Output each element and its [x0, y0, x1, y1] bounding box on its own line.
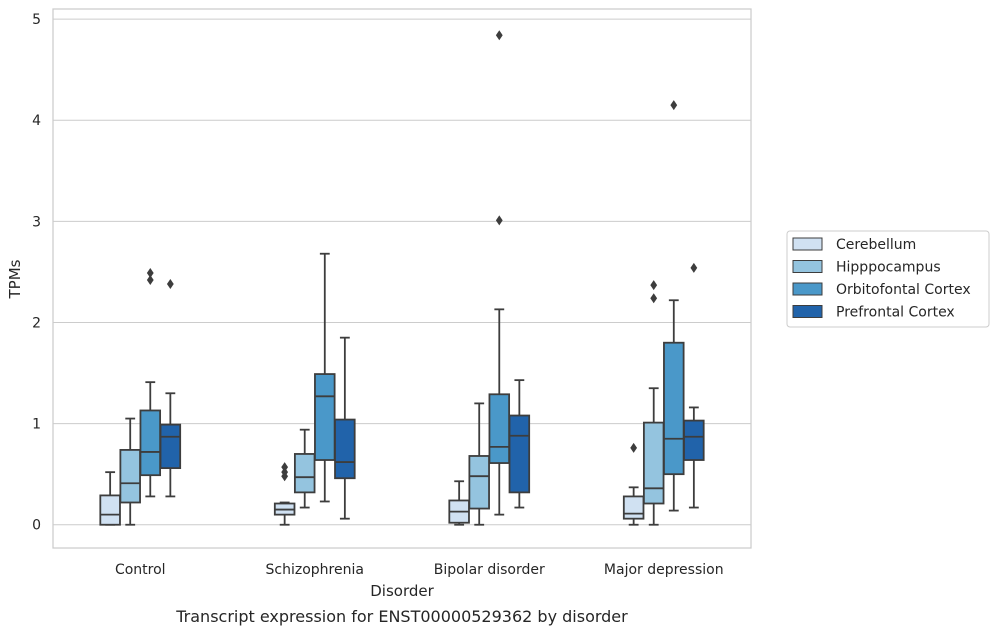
y-tick-label: 1: [32, 417, 41, 433]
x-tick-label: Bipolar disorder: [434, 562, 545, 578]
outlier-point: [630, 442, 638, 453]
boxes-layer: [99, 30, 705, 526]
box-group: [273, 462, 296, 526]
outlier-point: [690, 262, 698, 273]
x-tick-label: Schizophrenia: [266, 562, 364, 578]
outlier-point: [281, 462, 289, 473]
box-group: [448, 480, 470, 526]
box-group: [683, 262, 705, 509]
y-tick-labels: 0 1 2 3 4 5: [32, 12, 41, 534]
chart-caption: Transcript expression for ENST0000052936…: [175, 607, 628, 626]
box-group: [622, 442, 645, 526]
box: [99, 494, 121, 526]
outlier-point: [495, 215, 503, 226]
box: [334, 418, 356, 480]
x-axis-title: Disorder: [370, 582, 434, 600]
box-group: [99, 471, 121, 526]
box: [642, 421, 665, 505]
legend-swatch: [792, 282, 823, 296]
box-group: [314, 252, 336, 503]
outlier-point: [166, 279, 174, 290]
box-group: [159, 279, 182, 498]
box-group: [508, 379, 531, 509]
box-group: [642, 280, 665, 526]
box-group: [293, 428, 316, 509]
box: [622, 495, 645, 520]
legend-frame: [786, 230, 990, 328]
outlier-point: [281, 467, 289, 478]
y-tick-label: 0: [32, 518, 41, 534]
box: [139, 409, 162, 477]
box-group: [334, 336, 356, 520]
y-tick-label: 3: [32, 214, 41, 230]
y-tick-label: 2: [32, 315, 41, 331]
legend-swatch: [792, 260, 823, 273]
outlier-point: [650, 280, 658, 291]
legend-label: Orbitofontal Cortex: [836, 282, 971, 298]
box-group: [139, 267, 162, 498]
box-group: [663, 100, 685, 512]
y-tick-label: 5: [32, 12, 41, 28]
legend-swatch: [792, 305, 823, 318]
box: [508, 414, 531, 494]
x-tick-label: Major depression: [604, 562, 724, 578]
legend-label: Hipppocampus: [836, 260, 941, 276]
box: [488, 393, 511, 464]
box-group: [468, 402, 490, 526]
box: [663, 341, 685, 476]
x-tick-labels: Control Schizophrenia Bipolar disorder Majo…: [115, 562, 724, 578]
legend-label: Prefrontal Cortex: [836, 305, 955, 321]
legend-label: Cerebellum: [836, 237, 916, 253]
legend-items: Cerebellum Hipppocampus Orbitofontal Corte…: [792, 237, 971, 321]
box: [159, 423, 182, 470]
box: [314, 373, 336, 461]
box-group: [488, 30, 511, 516]
outlier-point: [146, 267, 154, 278]
outlier-point: [670, 100, 678, 111]
box: [683, 419, 705, 461]
box: [293, 453, 316, 494]
outlier-point: [495, 30, 503, 41]
plot-frame: [52, 8, 752, 549]
x-tick-label: Control: [115, 562, 166, 578]
outlier-point: [146, 275, 154, 286]
outlier-point: [650, 293, 658, 304]
legend: Cerebellum Hipppocampus Orbitofontal Corte…: [786, 230, 990, 328]
legend-swatch: [792, 237, 823, 251]
box: [468, 455, 490, 510]
box-group: [119, 417, 141, 526]
box: [119, 449, 141, 504]
y-axis-title: TPMs: [6, 259, 24, 299]
y-tick-label: 4: [32, 113, 41, 129]
